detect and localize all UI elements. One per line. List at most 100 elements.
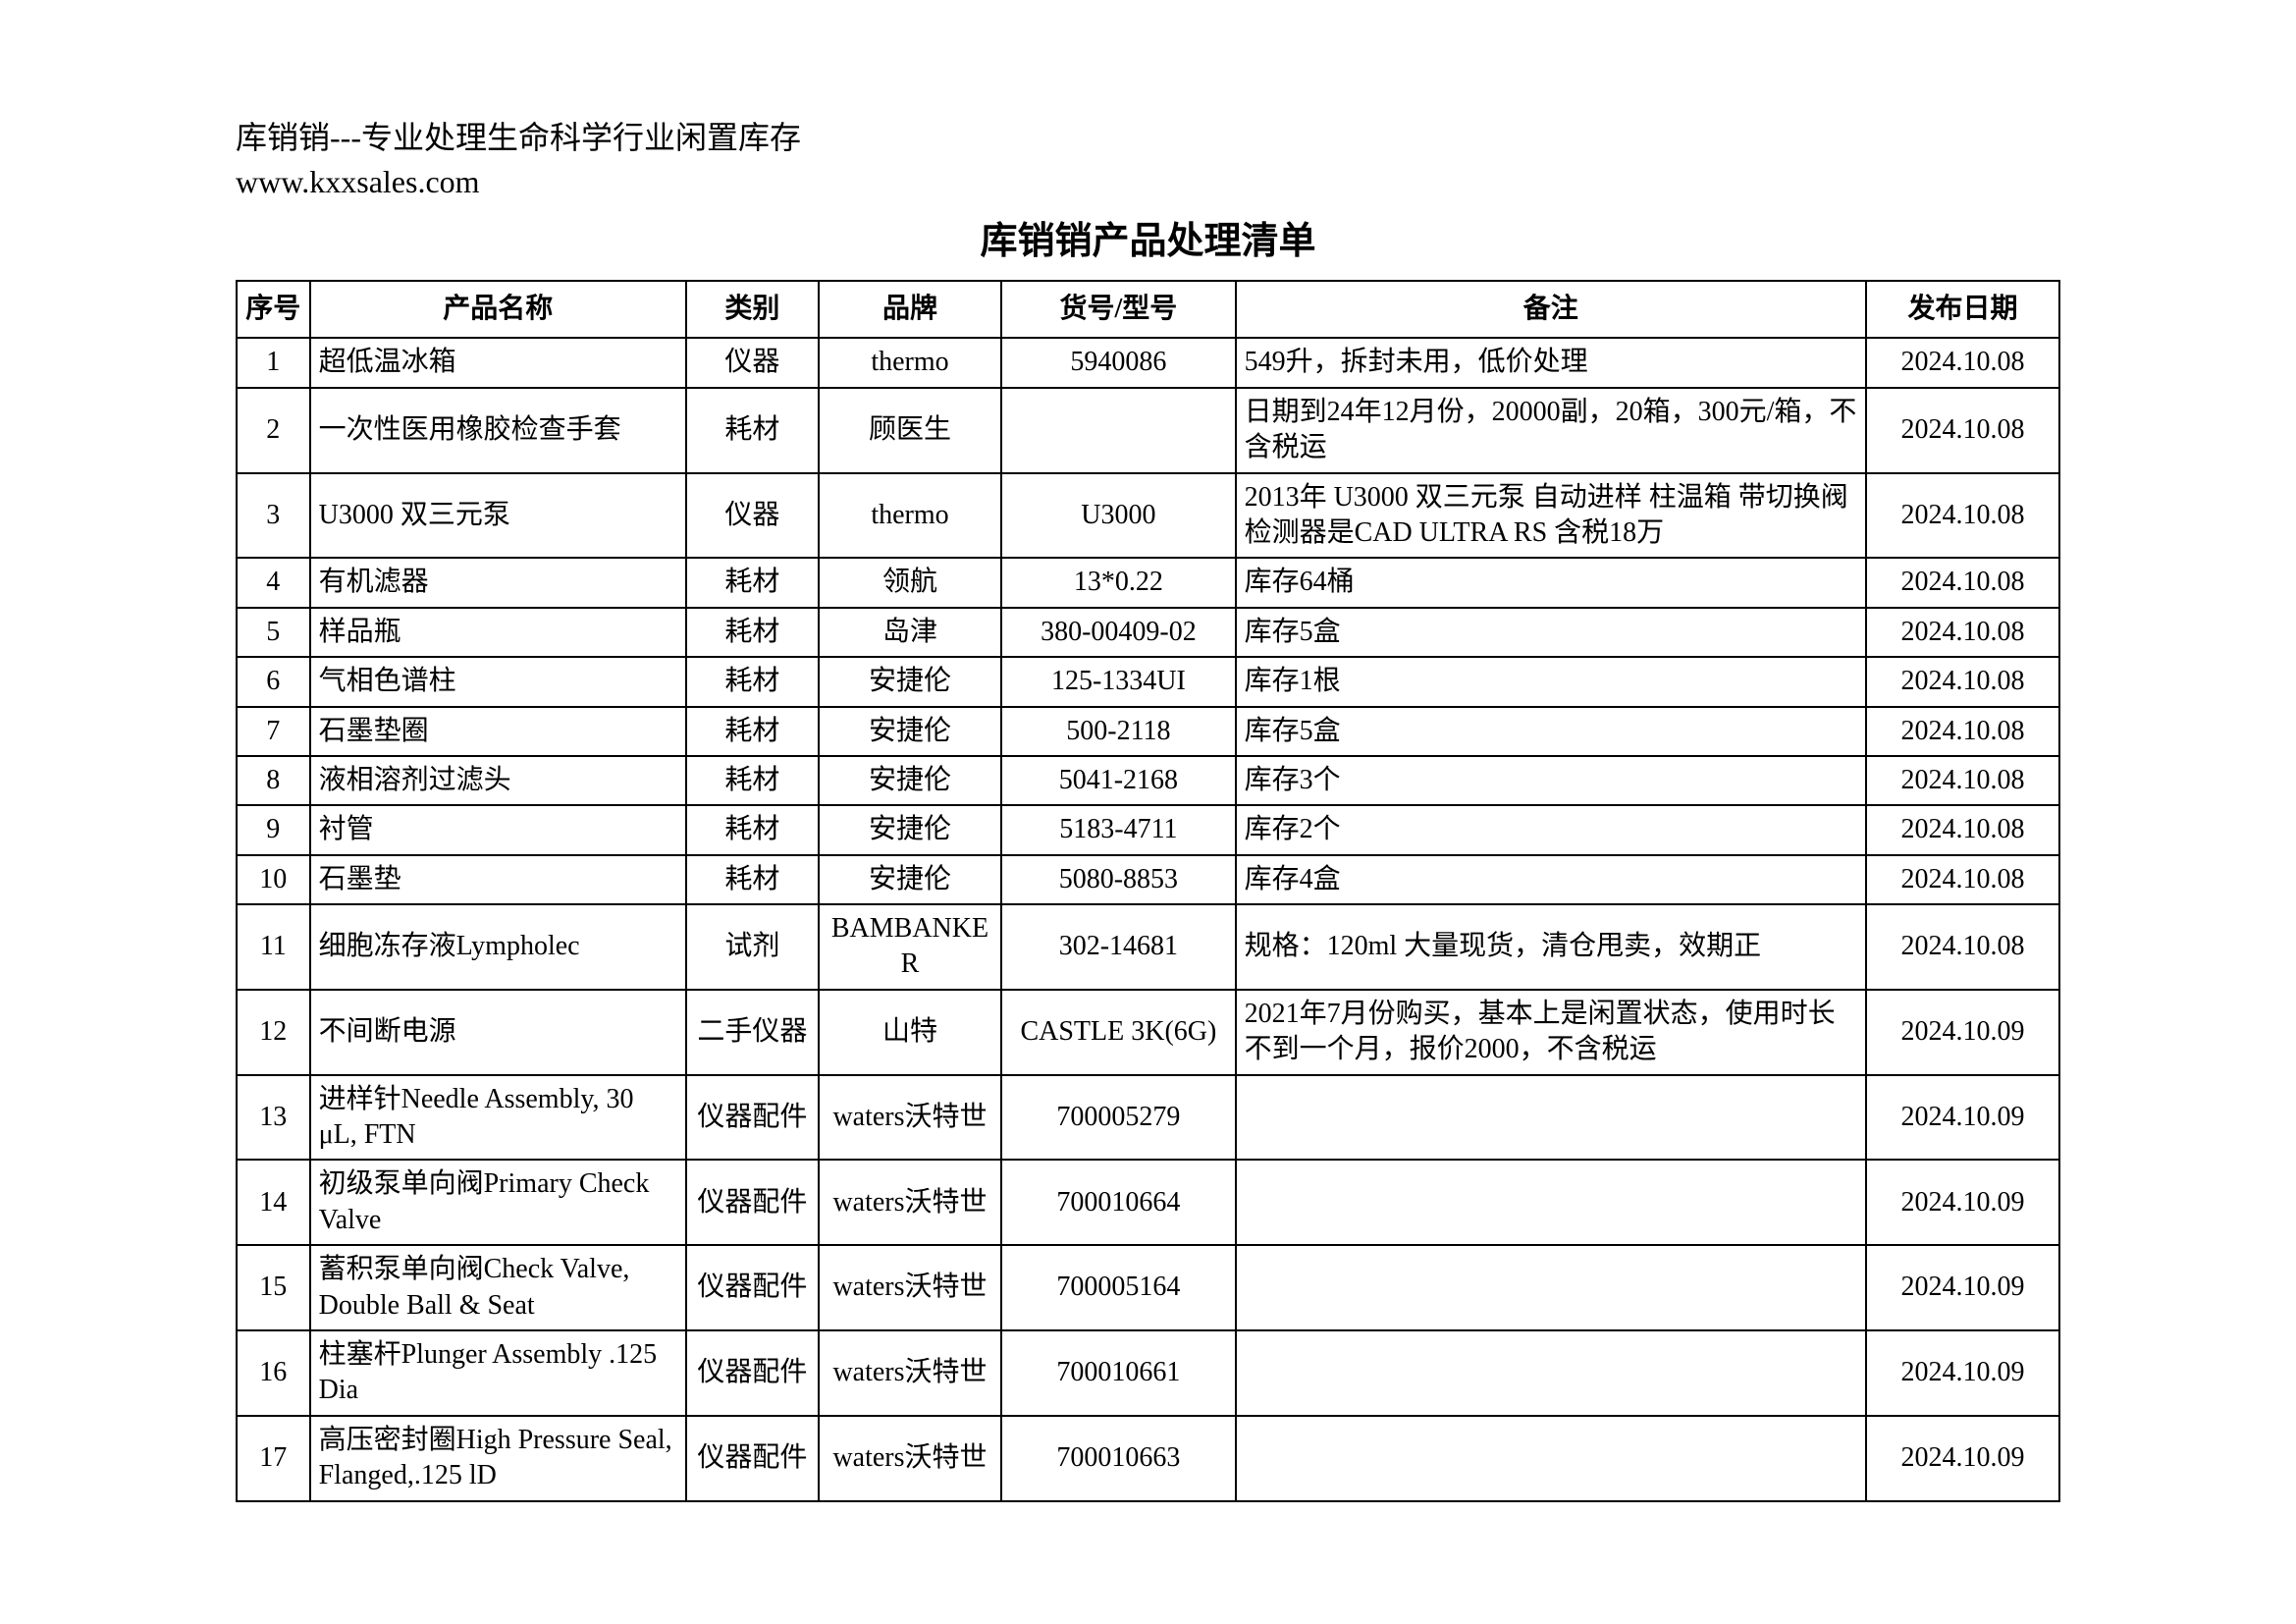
table-header-row: 序号 产品名称 类别 品牌 货号/型号 备注 发布日期	[237, 281, 2059, 338]
cell-name: 柱塞杆Plunger Assembly .125 Dia	[310, 1330, 686, 1416]
cell-seq: 9	[237, 805, 310, 854]
cell-cat: 仪器	[686, 473, 819, 559]
cell-name: 初级泵单向阀Primary Check Valve	[310, 1160, 686, 1245]
cell-date: 2024.10.08	[1866, 608, 2059, 657]
cell-brand: BAMBANKER	[819, 904, 1002, 990]
cell-name: 高压密封圈High Pressure Seal, Flanged,.125 lD	[310, 1416, 686, 1501]
cell-model: CASTLE 3K(6G)	[1001, 990, 1235, 1075]
cell-date: 2024.10.09	[1866, 990, 2059, 1075]
cell-date: 2024.10.09	[1866, 1245, 2059, 1330]
cell-model: 5080-8853	[1001, 855, 1235, 904]
cell-seq: 12	[237, 990, 310, 1075]
col-seq: 序号	[237, 281, 310, 338]
cell-brand: 山特	[819, 990, 1002, 1075]
cell-brand: 安捷伦	[819, 805, 1002, 854]
cell-note: 库存2个	[1236, 805, 1866, 854]
cell-model: 5940086	[1001, 338, 1235, 387]
cell-seq: 7	[237, 707, 310, 756]
cell-note: 库存5盒	[1236, 608, 1866, 657]
page-title: 库销销产品处理清单	[236, 210, 2060, 264]
cell-seq: 15	[237, 1245, 310, 1330]
cell-model: 700005164	[1001, 1245, 1235, 1330]
table-row: 17高压密封圈High Pressure Seal, Flanged,.125 …	[237, 1416, 2059, 1501]
cell-cat: 耗材	[686, 707, 819, 756]
cell-brand: 安捷伦	[819, 707, 1002, 756]
cell-seq: 6	[237, 657, 310, 706]
cell-brand: waters沃特世	[819, 1160, 1002, 1245]
col-name: 产品名称	[310, 281, 686, 338]
cell-note: 549升，拆封未用，低价处理	[1236, 338, 1866, 387]
cell-model: 500-2118	[1001, 707, 1235, 756]
table-row: 11细胞冻存液Lympholec试剂BAMBANKER302-14681规格：1…	[237, 904, 2059, 990]
cell-note	[1236, 1416, 1866, 1501]
cell-name: U3000 双三元泵	[310, 473, 686, 559]
cell-seq: 11	[237, 904, 310, 990]
cell-date: 2024.10.08	[1866, 657, 2059, 706]
cell-seq: 16	[237, 1330, 310, 1416]
cell-date: 2024.10.08	[1866, 707, 2059, 756]
cell-cat: 二手仪器	[686, 990, 819, 1075]
cell-name: 超低温冰箱	[310, 338, 686, 387]
cell-seq: 14	[237, 1160, 310, 1245]
cell-model: 302-14681	[1001, 904, 1235, 990]
cell-cat: 耗材	[686, 805, 819, 854]
cell-name: 衬管	[310, 805, 686, 854]
cell-brand: waters沃特世	[819, 1330, 1002, 1416]
table-row: 12不间断电源二手仪器山特CASTLE 3K(6G)2021年7月份购买，基本上…	[237, 990, 2059, 1075]
cell-cat: 耗材	[686, 756, 819, 805]
cell-model: 700010664	[1001, 1160, 1235, 1245]
cell-cat: 耗材	[686, 855, 819, 904]
cell-note	[1236, 1330, 1866, 1416]
col-brand: 品牌	[819, 281, 1002, 338]
cell-cat: 仪器	[686, 338, 819, 387]
cell-model	[1001, 388, 1235, 473]
cell-brand: thermo	[819, 473, 1002, 559]
cell-model: 5041-2168	[1001, 756, 1235, 805]
cell-name: 石墨垫	[310, 855, 686, 904]
cell-date: 2024.10.08	[1866, 558, 2059, 607]
cell-seq: 17	[237, 1416, 310, 1501]
table-row: 7石墨垫圈耗材安捷伦500-2118库存5盒2024.10.08	[237, 707, 2059, 756]
col-note: 备注	[1236, 281, 1866, 338]
cell-cat: 耗材	[686, 558, 819, 607]
cell-name: 进样针Needle Assembly, 30 μL, FTN	[310, 1075, 686, 1161]
cell-model: 5183-4711	[1001, 805, 1235, 854]
cell-cat: 试剂	[686, 904, 819, 990]
table-row: 3U3000 双三元泵仪器thermoU3000 2013年 U3000 双三元…	[237, 473, 2059, 559]
cell-date: 2024.10.08	[1866, 756, 2059, 805]
cell-date: 2024.10.08	[1866, 388, 2059, 473]
cell-name: 液相溶剂过滤头	[310, 756, 686, 805]
cell-brand: 安捷伦	[819, 855, 1002, 904]
cell-cat: 耗材	[686, 608, 819, 657]
cell-seq: 4	[237, 558, 310, 607]
cell-brand: 岛津	[819, 608, 1002, 657]
cell-seq: 10	[237, 855, 310, 904]
cell-date: 2024.10.08	[1866, 338, 2059, 387]
col-model: 货号/型号	[1001, 281, 1235, 338]
cell-cat: 仪器配件	[686, 1160, 819, 1245]
cell-date: 2024.10.08	[1866, 855, 2059, 904]
cell-date: 2024.10.08	[1866, 904, 2059, 990]
table-row: 16柱塞杆Plunger Assembly .125 Dia仪器配件waters…	[237, 1330, 2059, 1416]
cell-seq: 1	[237, 338, 310, 387]
cell-date: 2024.10.09	[1866, 1416, 2059, 1501]
header-url-line: www.kxxsales.com	[236, 164, 2060, 200]
cell-note	[1236, 1160, 1866, 1245]
table-row: 9衬管耗材安捷伦5183-4711库存2个2024.10.08	[237, 805, 2059, 854]
cell-brand: 顾医生	[819, 388, 1002, 473]
document-page: 库销销---专业处理生命科学行业闲置库存 www.kxxsales.com 库销…	[0, 0, 2296, 1624]
cell-name: 有机滤器	[310, 558, 686, 607]
product-table: 序号 产品名称 类别 品牌 货号/型号 备注 发布日期 1超低温冰箱仪器ther…	[236, 280, 2060, 1502]
cell-brand: waters沃特世	[819, 1245, 1002, 1330]
cell-note: 库存1根	[1236, 657, 1866, 706]
table-row: 6气相色谱柱耗材安捷伦125-1334UI库存1根2024.10.08	[237, 657, 2059, 706]
cell-seq: 2	[237, 388, 310, 473]
col-cat: 类别	[686, 281, 819, 338]
cell-seq: 8	[237, 756, 310, 805]
cell-note: 2021年7月份购买，基本上是闲置状态，使用时长不到一个月，报价2000，不含税…	[1236, 990, 1866, 1075]
cell-model: 700005279	[1001, 1075, 1235, 1161]
cell-note: 规格：120ml 大量现货，清仓甩卖，效期正	[1236, 904, 1866, 990]
table-row: 1超低温冰箱仪器thermo5940086549升，拆封未用，低价处理2024.…	[237, 338, 2059, 387]
cell-note: 库存64桶	[1236, 558, 1866, 607]
cell-brand: waters沃特世	[819, 1075, 1002, 1161]
